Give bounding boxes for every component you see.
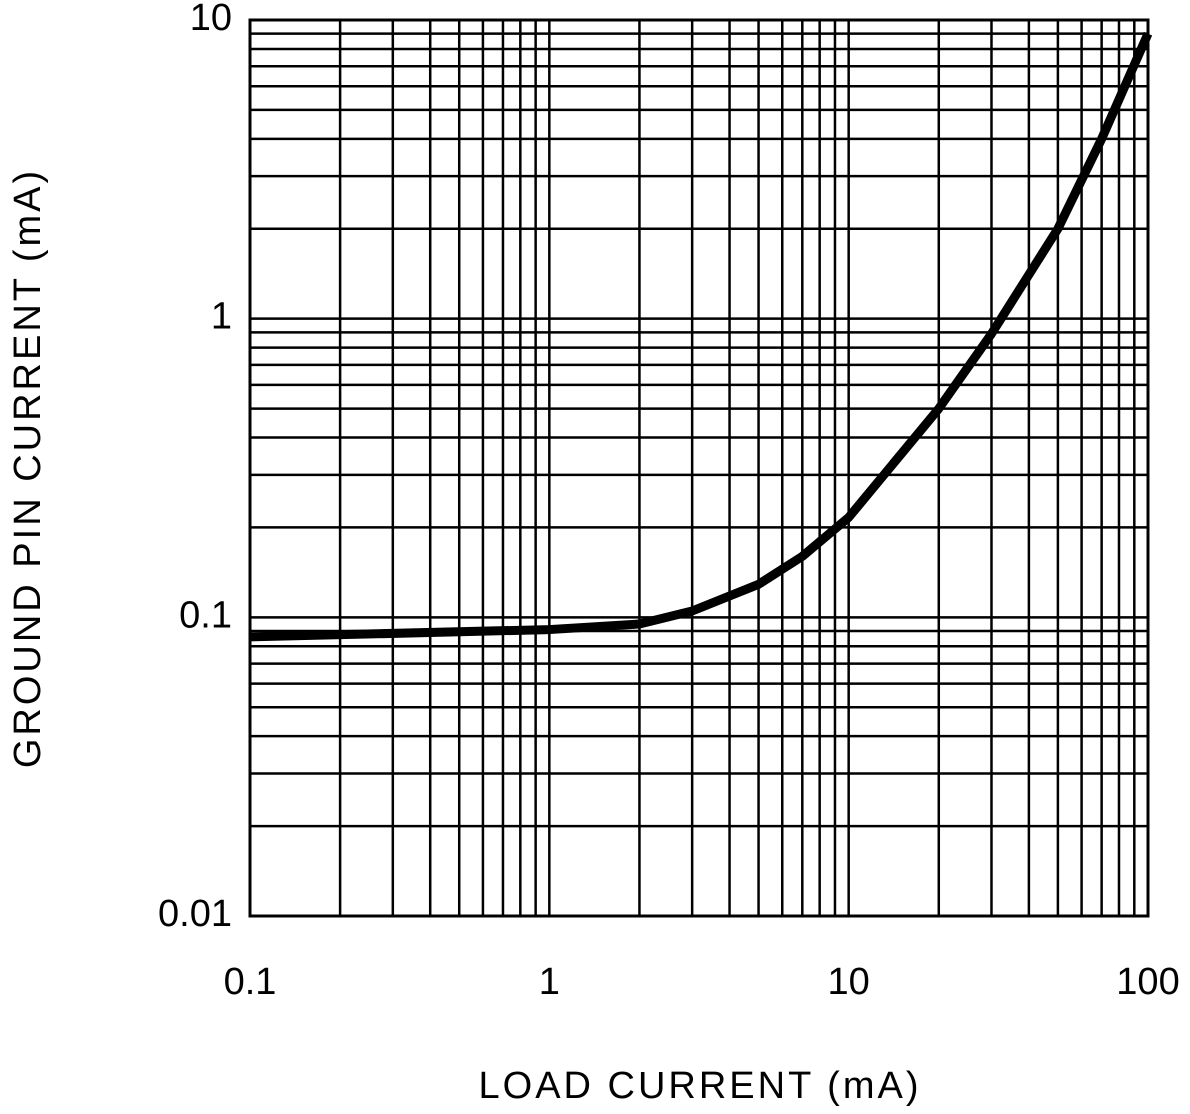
plot-frame — [248, 18, 1150, 918]
y-tick-label: 1 — [211, 296, 232, 338]
data-line — [249, 31, 1153, 642]
x-tick-label: 10 — [828, 961, 870, 1003]
x-axis-label: LOAD CURRENT (mA) — [479, 1065, 922, 1107]
x-tick-label: 1 — [539, 961, 560, 1003]
y-axis-label: GROUND PIN CURRENT (mA) — [7, 168, 49, 768]
x-tick-label: 0.1 — [224, 961, 277, 1003]
x-tick-label: 100 — [1116, 961, 1179, 1003]
y-tick-label: 0.1 — [179, 594, 232, 636]
y-tick-label: 10 — [190, 0, 232, 39]
y-tick-label: 0.01 — [158, 893, 232, 935]
